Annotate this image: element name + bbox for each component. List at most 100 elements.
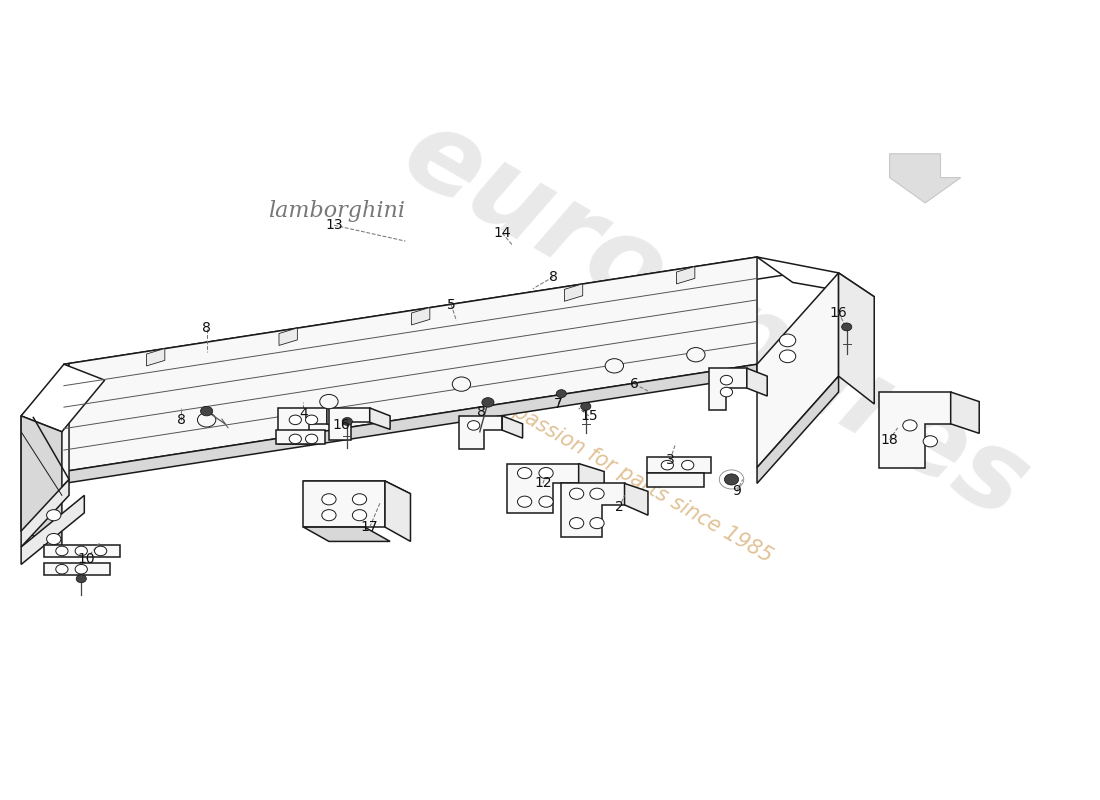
Circle shape [539,496,553,507]
Polygon shape [304,527,390,542]
Circle shape [46,534,60,545]
Circle shape [352,494,366,505]
Circle shape [842,323,851,331]
Circle shape [661,460,673,470]
Polygon shape [503,416,522,438]
Circle shape [725,474,739,485]
Text: 16: 16 [829,306,847,320]
Polygon shape [676,266,695,284]
Text: 8: 8 [549,270,558,284]
Polygon shape [950,392,979,434]
Polygon shape [647,473,704,487]
Text: 8: 8 [477,405,486,419]
Text: 16: 16 [332,418,350,433]
Polygon shape [327,408,350,432]
Text: 14: 14 [494,226,512,240]
Text: 5: 5 [447,298,455,312]
Polygon shape [278,408,327,444]
Circle shape [352,510,366,521]
Polygon shape [21,416,62,547]
Circle shape [923,436,937,447]
Text: 8: 8 [177,413,186,427]
Polygon shape [579,463,604,491]
Text: 9: 9 [733,484,741,498]
Polygon shape [564,284,583,302]
Circle shape [76,574,87,582]
Polygon shape [507,463,579,513]
Text: 8: 8 [202,322,211,335]
Text: 6: 6 [630,377,639,391]
Text: 15: 15 [580,409,597,423]
Circle shape [56,546,68,556]
Circle shape [780,350,795,362]
Circle shape [306,434,318,444]
Polygon shape [64,257,757,471]
Polygon shape [757,376,838,483]
Text: 10: 10 [77,552,96,566]
Text: a passion for parts since 1985: a passion for parts since 1985 [493,392,777,567]
Text: 3: 3 [666,453,674,466]
Text: 7: 7 [554,397,562,411]
Circle shape [590,488,604,499]
Circle shape [570,488,584,499]
Polygon shape [64,257,797,380]
Polygon shape [625,483,648,515]
Text: 2: 2 [615,500,624,514]
Circle shape [539,467,553,478]
Circle shape [682,460,694,470]
Polygon shape [329,408,370,440]
Circle shape [581,402,591,410]
Polygon shape [44,545,120,558]
Polygon shape [890,154,961,203]
Circle shape [482,398,494,407]
Circle shape [95,546,107,556]
Polygon shape [304,481,385,527]
Text: 4: 4 [299,407,308,422]
Polygon shape [385,481,410,542]
Polygon shape [757,257,874,297]
Polygon shape [21,495,85,565]
Circle shape [322,494,337,505]
Polygon shape [21,479,69,547]
Polygon shape [411,307,430,325]
Circle shape [306,415,318,425]
Polygon shape [460,416,503,450]
Circle shape [452,377,471,391]
Polygon shape [21,364,69,531]
Text: eurospares: eurospares [385,98,1047,542]
Circle shape [517,496,531,507]
Polygon shape [370,408,390,430]
Polygon shape [304,481,410,494]
Polygon shape [710,368,747,410]
Circle shape [605,358,624,373]
Circle shape [289,434,301,444]
Text: 17: 17 [361,520,378,534]
Text: 13: 13 [326,218,343,232]
Circle shape [56,565,68,574]
Circle shape [46,510,60,521]
Polygon shape [44,563,110,574]
Text: 12: 12 [535,477,552,490]
Circle shape [468,421,480,430]
Polygon shape [879,392,950,467]
Polygon shape [757,273,838,467]
Circle shape [720,387,733,397]
Circle shape [342,418,352,426]
Polygon shape [647,457,712,473]
Circle shape [903,420,917,431]
Circle shape [780,334,795,346]
Text: lamborghini: lamborghini [267,200,405,222]
Polygon shape [21,364,104,432]
Text: 18: 18 [881,433,899,446]
Circle shape [720,375,733,385]
Circle shape [75,546,87,556]
Circle shape [686,347,705,362]
Circle shape [75,565,87,574]
Polygon shape [276,430,324,445]
Circle shape [198,413,216,427]
Circle shape [200,406,212,416]
Circle shape [570,518,584,529]
Circle shape [322,510,337,521]
Circle shape [557,390,566,398]
Circle shape [320,394,338,409]
